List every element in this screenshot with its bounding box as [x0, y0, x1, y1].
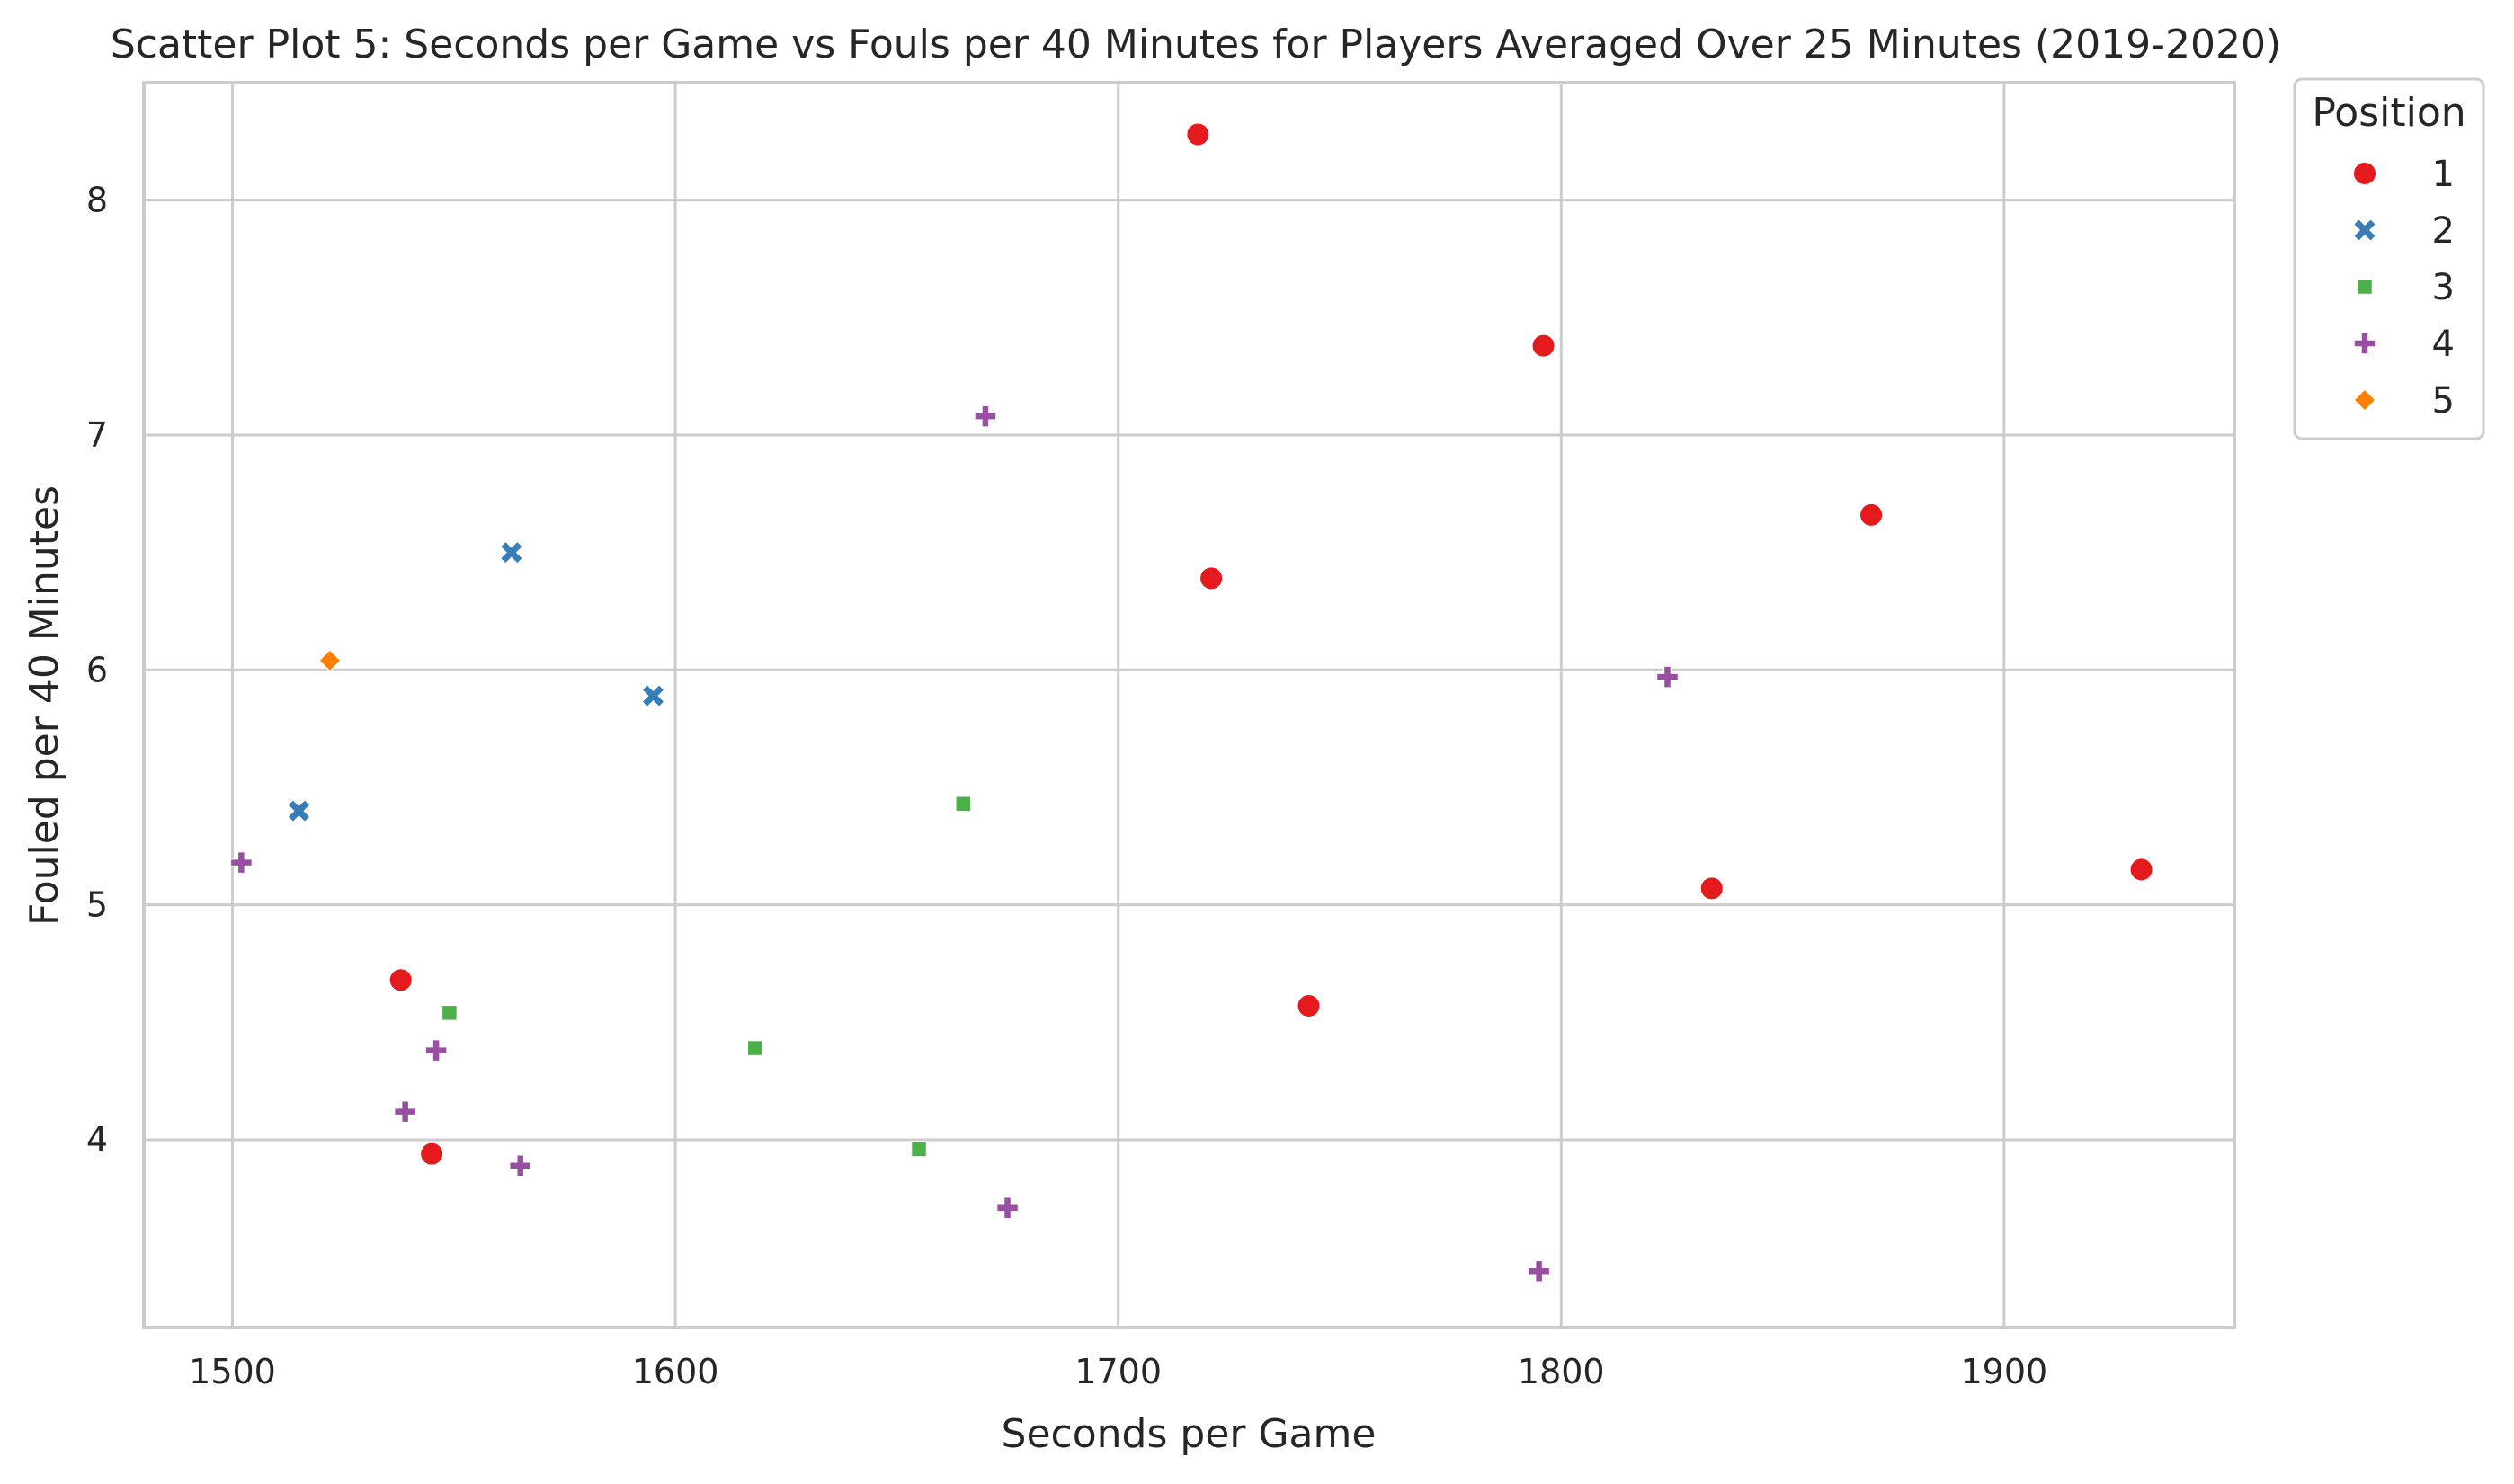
y-tick-label: 7	[86, 415, 108, 455]
legend-marker	[2353, 162, 2376, 185]
data-point	[956, 796, 971, 812]
legend-label: 4	[2432, 324, 2455, 365]
data-point	[2130, 858, 2153, 881]
data-point	[1199, 566, 1223, 590]
x-tick-label: 1500	[189, 1352, 276, 1391]
data-point	[1859, 503, 1883, 527]
legend-label: 5	[2432, 380, 2455, 422]
data-point	[1532, 334, 1556, 358]
x-tick-label: 1700	[1074, 1352, 1162, 1391]
y-tick-label: 5	[86, 885, 108, 925]
x-tick-label: 1600	[632, 1352, 719, 1391]
y-tick-label: 6	[86, 650, 108, 689]
legend-label: 2	[2432, 210, 2455, 252]
y-tick-label: 4	[86, 1120, 108, 1160]
data-point	[1186, 122, 1209, 146]
legend-marker	[2358, 280, 2373, 295]
data-point	[420, 1142, 443, 1166]
data-point	[441, 1005, 457, 1020]
data-point	[747, 1041, 762, 1056]
y-tick-label: 8	[86, 181, 108, 220]
data-point	[1297, 994, 1320, 1017]
legend-title: Position	[2312, 90, 2465, 136]
legend-label: 3	[2432, 267, 2455, 308]
chart-title: Scatter Plot 5: Seconds per Game vs Foul…	[111, 22, 2281, 67]
x-axis-label: Seconds per Game	[1002, 1411, 1377, 1457]
data-point	[1700, 876, 1724, 900]
x-tick-label: 1900	[1960, 1352, 2047, 1391]
legend: Position 1 2 3 4 5	[2295, 79, 2483, 439]
data-point	[912, 1142, 927, 1157]
x-tick-label: 1800	[1518, 1352, 1605, 1391]
y-axis-label: Fouled per 40 Minutes	[22, 485, 67, 926]
legend-label: 1	[2432, 154, 2455, 195]
data-point	[389, 968, 413, 991]
